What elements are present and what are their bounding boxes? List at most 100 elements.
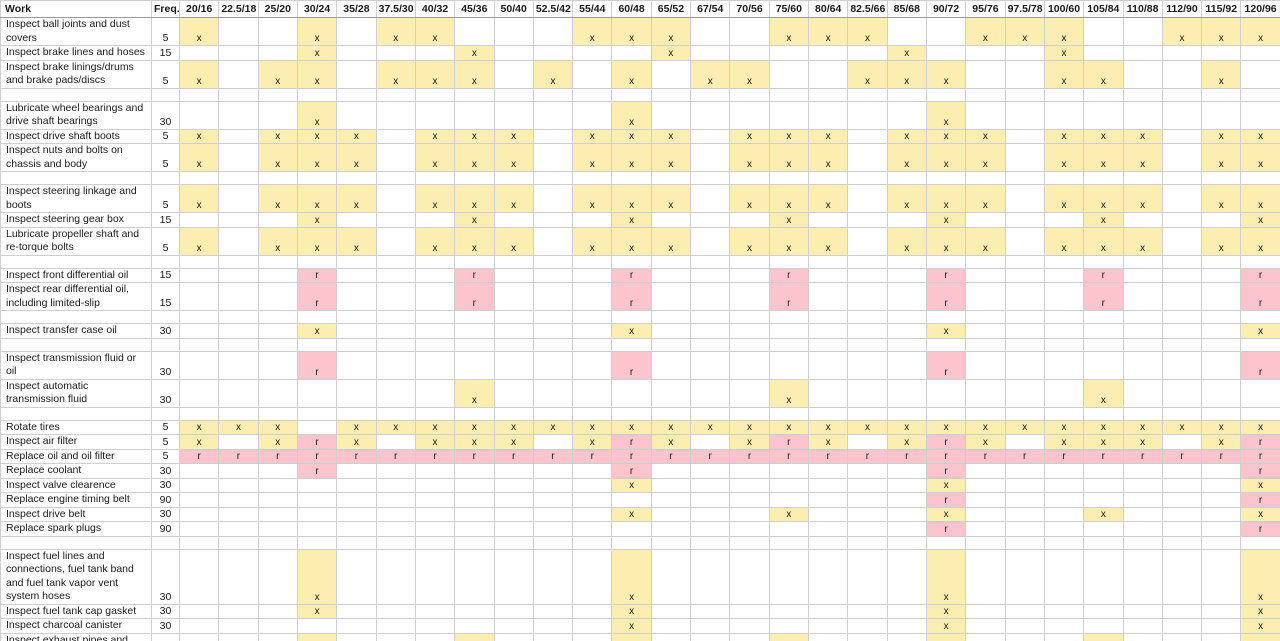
empty-cell[interactable] [532,406,574,421]
empty-cell[interactable] [1240,254,1280,269]
empty-cell[interactable] [965,323,1006,339]
empty-cell[interactable] [690,323,731,339]
empty-cell[interactable] [1043,548,1085,605]
empty-cell[interactable] [886,323,927,339]
empty-cell[interactable] [178,521,220,537]
inspect-mark-cell[interactable]: x [729,419,770,435]
empty-cell[interactable] [1004,463,1045,479]
replace-mark-cell[interactable]: r [1240,448,1280,464]
empty-cell[interactable] [729,254,770,269]
replace-mark-cell[interactable]: r [768,434,810,450]
replace-mark-cell[interactable]: r [925,448,967,464]
replace-mark-cell[interactable]: r [257,448,298,464]
replace-mark-cell[interactable]: r [296,350,338,380]
empty-cell[interactable] [178,254,220,269]
empty-cell[interactable] [257,100,298,130]
empty-cell[interactable] [532,463,574,479]
empty-cell[interactable] [1004,128,1045,144]
empty-cell[interactable] [1161,226,1203,256]
empty-cell[interactable] [1004,535,1045,550]
empty-cell[interactable] [965,521,1006,537]
empty-cell[interactable] [414,267,456,283]
empty-cell[interactable] [1083,492,1124,508]
empty-cell[interactable] [454,618,495,634]
inspect-mark-cell[interactable]: x [454,632,495,641]
empty-cell[interactable] [1161,463,1203,479]
empty-cell[interactable] [1161,282,1203,311]
empty-cell[interactable] [572,535,613,550]
empty-cell[interactable] [1122,521,1163,537]
empty-cell[interactable] [572,45,613,61]
empty-cell[interactable] [729,492,770,508]
empty-cell[interactable] [572,350,613,380]
empty-cell[interactable] [886,603,927,619]
empty-cell[interactable] [532,521,574,537]
empty-cell[interactable] [729,378,770,408]
empty-cell[interactable] [572,548,613,605]
empty-cell[interactable] [218,337,259,352]
inspect-mark-cell[interactable]: x [178,143,220,172]
empty-cell[interactable] [257,603,298,619]
empty-cell[interactable] [650,406,692,421]
empty-cell[interactable] [0,310,152,324]
empty-cell[interactable] [493,282,534,311]
inspect-mark-cell[interactable]: x [572,17,613,46]
empty-cell[interactable] [886,337,927,352]
empty-cell[interactable] [886,254,927,269]
empty-cell[interactable] [493,521,534,537]
empty-cell[interactable] [690,477,731,493]
empty-cell[interactable] [886,632,927,641]
inspect-mark-cell[interactable]: x [493,419,534,435]
empty-cell[interactable] [1122,378,1163,408]
inspect-mark-cell[interactable]: x [1083,184,1124,213]
interval-header[interactable]: 75/60 [768,0,810,18]
replace-mark-cell[interactable]: r [925,521,967,537]
replace-mark-cell[interactable]: r [925,350,967,380]
empty-cell[interactable] [493,632,534,641]
inspect-mark-cell[interactable]: x [807,184,849,213]
empty-cell[interactable] [572,254,613,269]
empty-cell[interactable] [650,87,692,102]
empty-cell[interactable] [650,548,692,605]
frequency-cell[interactable]: 90 [151,521,180,537]
empty-cell[interactable] [886,378,927,408]
inspect-mark-cell[interactable]: x [572,226,613,256]
empty-cell[interactable] [886,17,927,46]
empty-cell[interactable] [690,350,731,380]
empty-cell[interactable] [729,323,770,339]
empty-cell[interactable] [493,337,534,352]
replace-mark-cell[interactable]: r [1240,267,1280,283]
replace-mark-cell[interactable]: r [925,267,967,283]
empty-cell[interactable] [493,603,534,619]
empty-cell[interactable] [847,477,888,493]
empty-cell[interactable] [729,548,770,605]
empty-cell[interactable] [807,212,849,228]
empty-cell[interactable] [1201,603,1242,619]
empty-cell[interactable] [336,618,377,634]
empty-cell[interactable] [1122,618,1163,634]
replace-mark-cell[interactable]: r [1083,267,1124,283]
inspect-mark-cell[interactable]: x [925,226,967,256]
empty-cell[interactable] [768,477,810,493]
replace-mark-cell[interactable]: r [1083,282,1124,311]
empty-cell[interactable] [729,406,770,421]
inspect-mark-cell[interactable]: x [768,212,810,228]
empty-cell[interactable] [375,143,416,172]
empty-cell[interactable] [178,548,220,605]
empty-cell[interactable] [532,17,574,46]
empty-cell[interactable] [178,171,220,185]
empty-cell[interactable] [572,337,613,352]
empty-cell[interactable] [336,254,377,269]
replace-mark-cell[interactable]: r [965,448,1006,464]
empty-cell[interactable] [807,59,849,89]
inspect-mark-cell[interactable]: x [1122,143,1163,172]
empty-cell[interactable] [218,521,259,537]
empty-cell[interactable] [1043,477,1085,493]
inspect-mark-cell[interactable]: x [572,184,613,213]
empty-cell[interactable] [650,100,692,130]
inspect-mark-cell[interactable]: x [611,143,652,172]
empty-cell[interactable] [650,477,692,493]
empty-cell[interactable] [611,406,652,421]
empty-cell[interactable] [336,87,377,102]
empty-cell[interactable] [218,548,259,605]
